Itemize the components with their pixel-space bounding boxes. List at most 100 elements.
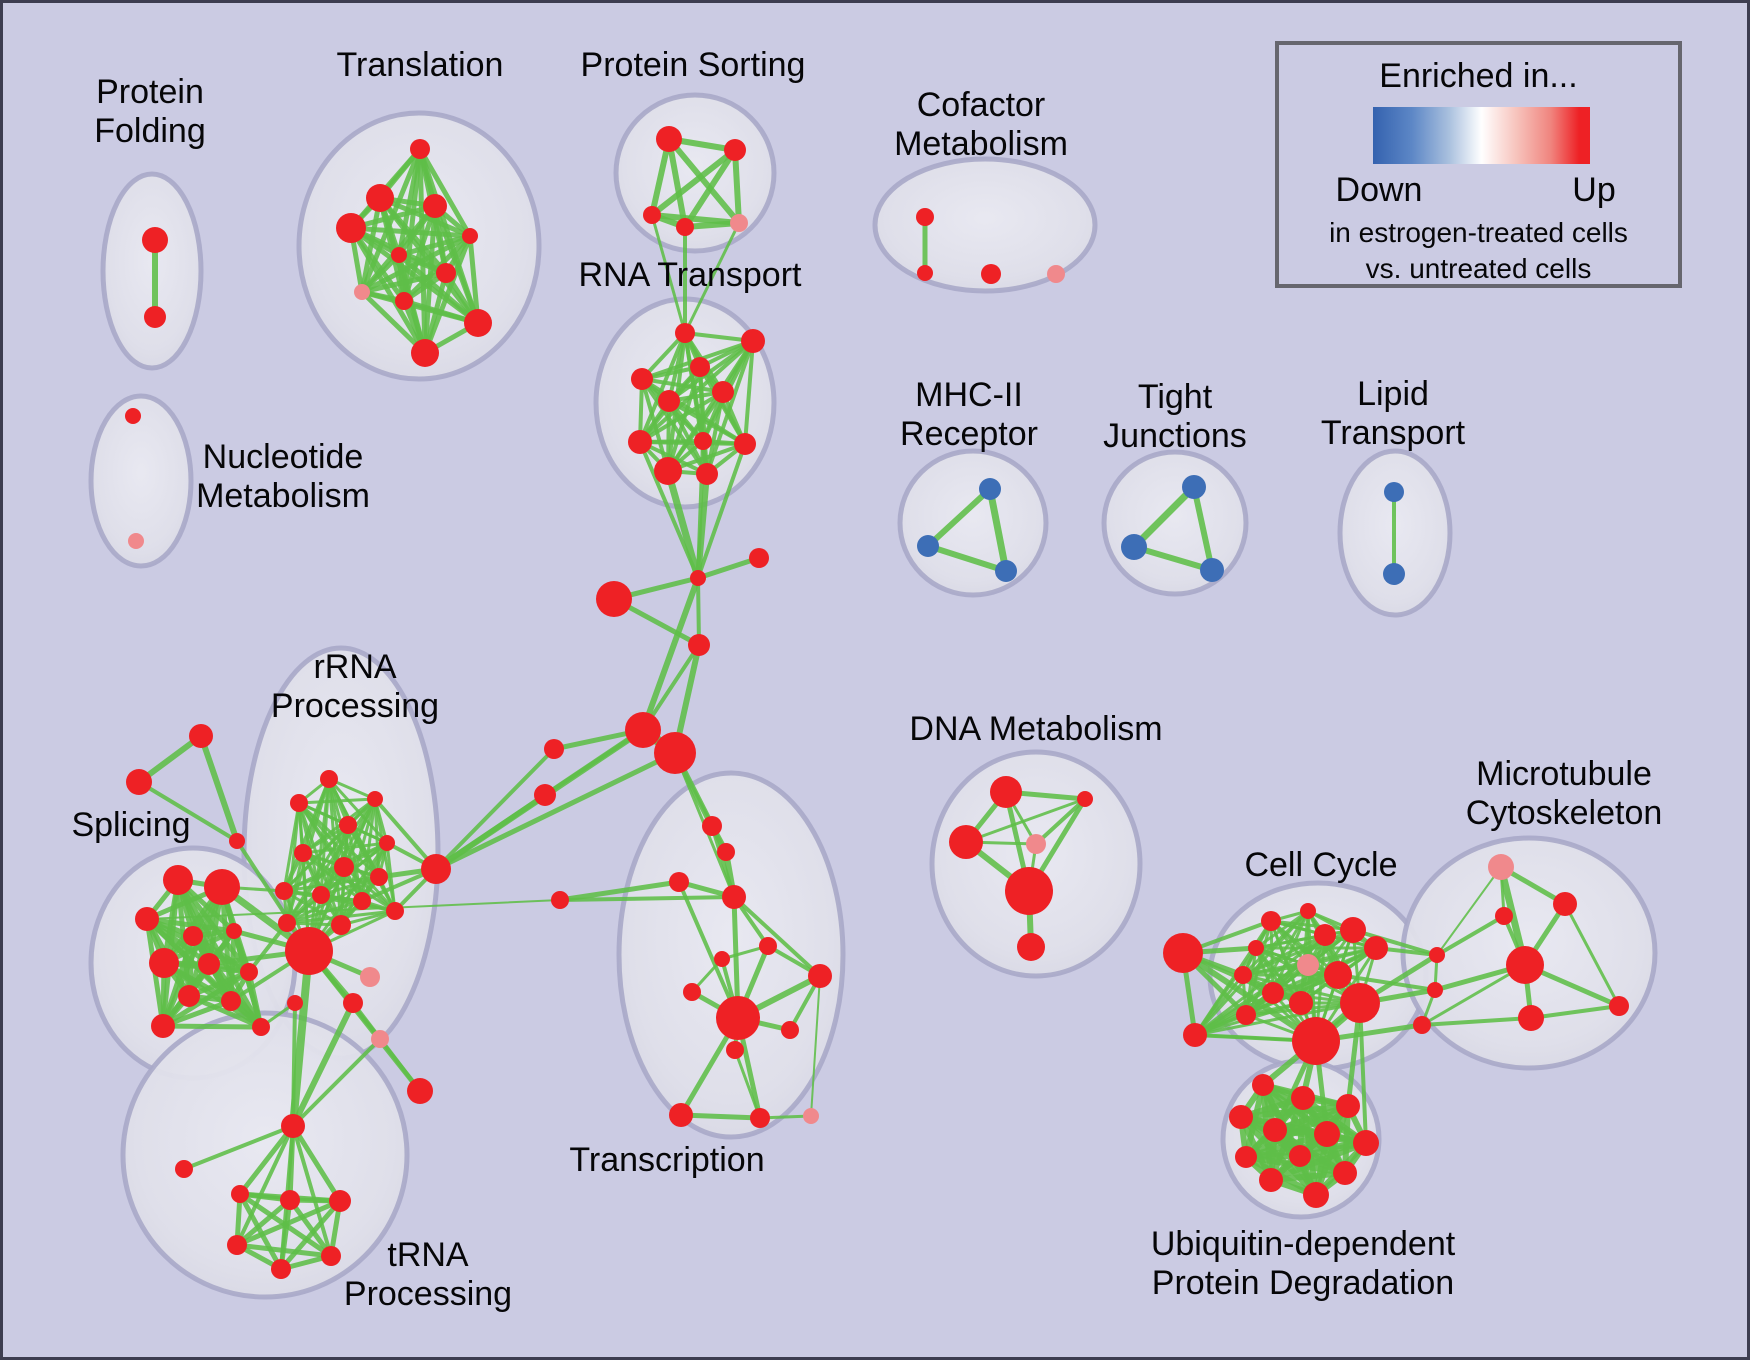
node-l2 bbox=[1383, 563, 1405, 585]
node-t3 bbox=[423, 194, 447, 218]
edge bbox=[282, 875, 381, 893]
edge bbox=[1435, 914, 1506, 957]
edge bbox=[359, 252, 402, 295]
edge bbox=[359, 146, 423, 295]
node-u0 bbox=[281, 1114, 305, 1138]
edge bbox=[1193, 991, 1275, 1037]
node-t9 bbox=[395, 292, 413, 310]
node-q10 bbox=[312, 886, 330, 904]
node-x3 bbox=[669, 872, 689, 892]
node-j2 bbox=[1121, 534, 1147, 560]
edge bbox=[925, 486, 993, 549]
node-r7 bbox=[628, 430, 652, 454]
edge bbox=[1131, 544, 1215, 573]
node-b7 bbox=[1353, 1130, 1379, 1156]
node-cc0 bbox=[1163, 933, 1203, 973]
node-cc4 bbox=[1314, 924, 1336, 946]
node-x7 bbox=[714, 951, 730, 967]
node-k1 bbox=[1429, 947, 1445, 963]
node-q2 bbox=[367, 791, 383, 807]
edge bbox=[664, 467, 702, 582]
edge bbox=[301, 841, 389, 855]
node-s6 bbox=[149, 948, 179, 978]
node-h1 bbox=[625, 712, 661, 748]
node-p4 bbox=[676, 218, 694, 236]
node-r4 bbox=[631, 368, 653, 390]
node-t7 bbox=[436, 263, 456, 283]
node-cc1 bbox=[1248, 940, 1264, 956]
edge bbox=[137, 780, 239, 843]
edge bbox=[1420, 1016, 1533, 1027]
edge bbox=[666, 136, 688, 230]
edge bbox=[1130, 483, 1198, 551]
cluster-label-protein-sorting: Protein Sorting bbox=[581, 46, 806, 84]
node-j3 bbox=[1200, 558, 1224, 582]
node-s1 bbox=[163, 865, 193, 895]
node-s2 bbox=[204, 869, 240, 905]
edge bbox=[682, 220, 742, 230]
node-s9 bbox=[178, 985, 200, 1007]
node-cc7 bbox=[1297, 954, 1319, 976]
edge bbox=[650, 213, 687, 335]
edge bbox=[696, 576, 701, 647]
edge bbox=[710, 824, 736, 899]
node-t1 bbox=[410, 139, 430, 159]
node-q12 bbox=[386, 902, 404, 920]
cluster-label-nucleotide-metabolism: Nucleotide Metabolism bbox=[196, 438, 370, 515]
node-x9 bbox=[808, 964, 832, 988]
edge bbox=[1238, 1103, 1351, 1120]
node-d3 bbox=[949, 825, 983, 859]
node-f3 bbox=[981, 264, 1001, 284]
node-x6 bbox=[759, 937, 777, 955]
edge bbox=[290, 1123, 343, 1204]
edge bbox=[1358, 1001, 1368, 1145]
node-x8 bbox=[683, 983, 701, 1001]
node-b5 bbox=[1263, 1118, 1287, 1142]
node-s12 bbox=[252, 1018, 270, 1036]
node-R1 bbox=[285, 927, 333, 975]
edge bbox=[160, 1023, 264, 1030]
node-q14 bbox=[331, 915, 351, 935]
edge bbox=[1436, 866, 1502, 956]
node-f4 bbox=[1047, 265, 1065, 283]
edge bbox=[695, 555, 762, 581]
node-b12 bbox=[1303, 1182, 1329, 1208]
node-q15 bbox=[360, 967, 380, 987]
edge bbox=[964, 797, 1087, 844]
node-x5 bbox=[722, 885, 746, 909]
node-q11 bbox=[353, 892, 371, 910]
node-cc16 bbox=[1292, 1017, 1340, 1065]
node-m2 bbox=[917, 535, 939, 557]
node-l1 bbox=[1384, 482, 1404, 502]
node-b6 bbox=[1314, 1121, 1340, 1147]
node-r8 bbox=[694, 432, 712, 450]
edge bbox=[396, 233, 473, 258]
node-q8 bbox=[370, 868, 388, 886]
node-mt4 bbox=[1506, 946, 1544, 984]
node-x12 bbox=[726, 1041, 744, 1059]
edge bbox=[666, 136, 742, 226]
edge bbox=[1420, 963, 1527, 1027]
node-b9 bbox=[1289, 1145, 1311, 1167]
cluster-ellipse-dna-metabolism bbox=[929, 749, 1143, 979]
cluster-label-mhc-ii-receptor: MHC-II Receptor bbox=[900, 376, 1038, 453]
node-d1 bbox=[990, 776, 1022, 808]
edge bbox=[186, 993, 264, 1030]
cluster-label-cell-cycle: Cell Cycle bbox=[1244, 846, 1397, 884]
edge bbox=[638, 339, 755, 444]
edge bbox=[237, 1123, 296, 1197]
edge bbox=[246, 969, 264, 1030]
edge bbox=[1191, 484, 1215, 573]
node-r6 bbox=[712, 381, 734, 403]
node-b1 bbox=[1252, 1074, 1274, 1096]
edge bbox=[1351, 928, 1439, 957]
edge bbox=[234, 1198, 343, 1248]
node-m1 bbox=[979, 478, 1001, 500]
node-cc3 bbox=[1300, 903, 1316, 919]
edge bbox=[732, 147, 742, 226]
edge bbox=[247, 921, 289, 974]
edge bbox=[235, 1124, 295, 1247]
node-r2 bbox=[741, 329, 765, 353]
cluster-ellipse-nucleotide-metabolism bbox=[88, 393, 194, 569]
edge bbox=[733, 1048, 762, 1120]
